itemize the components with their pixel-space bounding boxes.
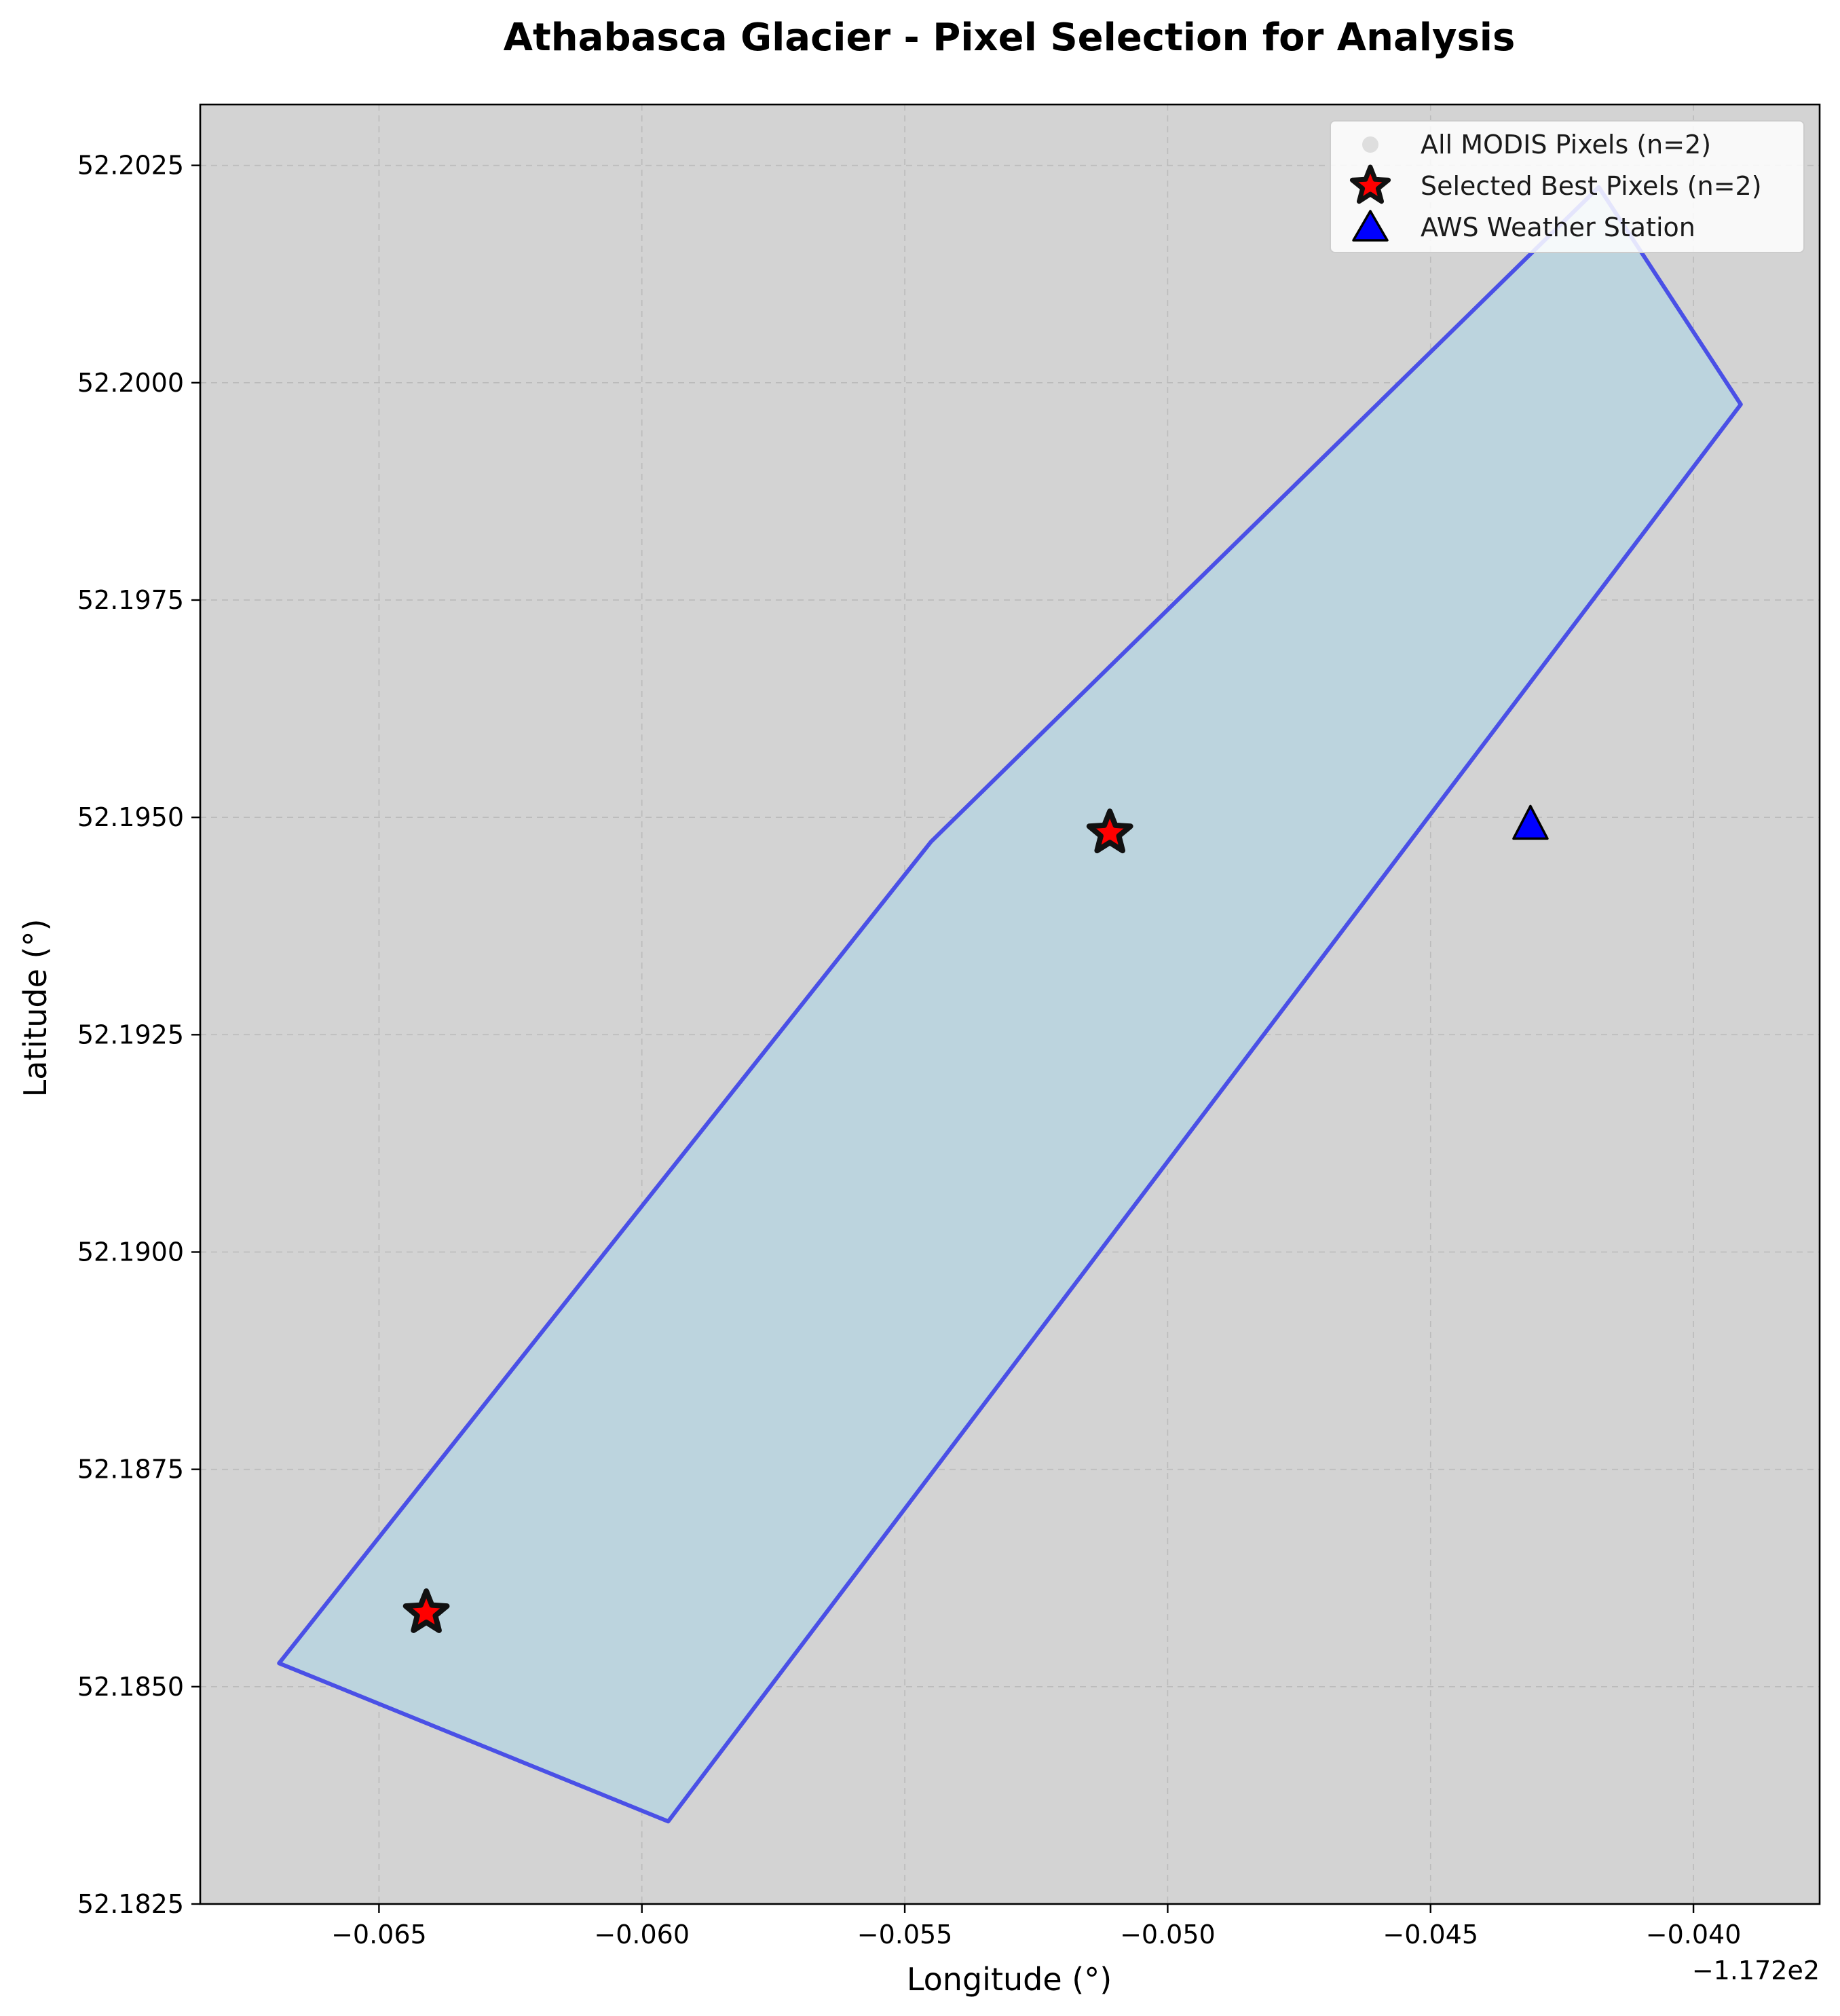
x-tick-label: −0.050 <box>1120 1920 1216 1949</box>
y-tick-label: 52.1875 <box>77 1455 184 1485</box>
y-axis-label: Latitude (°) <box>17 919 54 1098</box>
legend-marker-modis <box>1362 136 1378 153</box>
selected-pixel-star <box>1086 808 1133 854</box>
x-tick-label: −0.045 <box>1383 1920 1478 1949</box>
x-axis-ticks: −0.065 −0.060 −0.055 −0.050 −0.045 −0.040 <box>331 1904 1741 1949</box>
y-tick-label: 52.1850 <box>77 1672 184 1702</box>
y-tick-label: 52.2025 <box>77 151 184 181</box>
legend-label-aws: AWS Weather Station <box>1421 212 1695 242</box>
chart-title: Athabasca Glacier - Pixel Selection for … <box>504 16 1516 60</box>
x-axis-label: Longitude (°) <box>907 1961 1112 1998</box>
glacier-outline-layer <box>277 185 1743 1824</box>
y-tick-label: 52.1950 <box>77 802 184 832</box>
legend-marker-aws <box>1352 210 1389 242</box>
markers <box>402 804 1549 1633</box>
x-tick-label: −0.065 <box>331 1920 427 1949</box>
plot-frame <box>199 103 1821 1905</box>
aws-station-marker <box>1512 804 1549 840</box>
legend: All MODIS Pixels (n=2) Selected Best Pix… <box>1330 120 1805 253</box>
y-tick-label: 52.1925 <box>77 1020 184 1049</box>
legend-star-shape <box>1349 164 1391 204</box>
y-tick-label: 52.2000 <box>77 368 184 398</box>
legend-label-selected: Selected Best Pixels (n=2) <box>1421 171 1762 201</box>
selected-pixel-star <box>402 1588 450 1633</box>
legend-marker-selected <box>1349 164 1391 204</box>
glacier-outline <box>277 185 1743 1824</box>
y-tick-label: 52.1825 <box>77 1889 184 1919</box>
y-tick-label: 52.1975 <box>77 585 184 615</box>
legend-frame <box>1330 120 1805 253</box>
x-tick-label: −0.060 <box>594 1920 690 1949</box>
y-axis-ticks: 52.1825 52.1850 52.1875 52.1900 52.1925 52.19… <box>77 151 200 1919</box>
x-axis-offset-label: −1.172e2 <box>1692 1956 1820 1985</box>
y-tick-label: 52.1900 <box>77 1237 184 1267</box>
x-tick-label: −0.040 <box>1646 1920 1742 1949</box>
legend-label-modis: All MODIS Pixels (n=2) <box>1421 130 1711 160</box>
x-tick-label: −0.055 <box>857 1920 953 1949</box>
